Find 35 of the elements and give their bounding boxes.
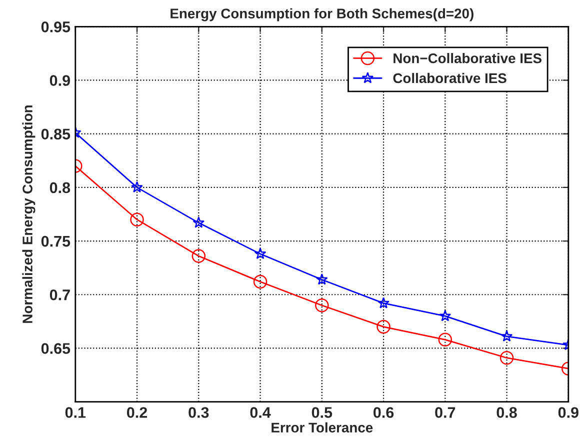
y-tick-label: 0.8 bbox=[50, 182, 70, 194]
x-tick-label: 0.3 bbox=[188, 407, 209, 418]
x-tick-label: 0.2 bbox=[127, 407, 148, 418]
legend-label: Non−Collaborative IES bbox=[394, 53, 542, 64]
point bbox=[500, 350, 514, 365]
x-axis-title: Error Tolerance bbox=[272, 422, 373, 433]
point bbox=[253, 274, 268, 289]
point bbox=[254, 248, 266, 260]
y-axis-title: Normalized Energy Consumption bbox=[22, 106, 36, 323]
legend-label: Collaborative IES bbox=[393, 72, 506, 84]
point bbox=[376, 320, 390, 334]
y-tick-label: 0.85 bbox=[41, 128, 70, 140]
point bbox=[130, 212, 144, 226]
point bbox=[316, 273, 328, 285]
x-tick-label: 0.7 bbox=[435, 407, 456, 418]
point bbox=[131, 181, 143, 193]
x-tick-label: 0.6 bbox=[374, 407, 394, 418]
point bbox=[500, 330, 513, 342]
x-tick-label: 0.1 bbox=[65, 407, 86, 418]
y-tick-label: 0.9 bbox=[50, 75, 70, 86]
point bbox=[315, 298, 329, 312]
x-tick-label: 0.5 bbox=[312, 407, 332, 418]
point bbox=[378, 297, 390, 308]
x-tick-label: 0.8 bbox=[496, 407, 517, 418]
point bbox=[439, 310, 452, 322]
chart-title: Energy Consumption for Both Schemes(d=20) bbox=[170, 8, 474, 22]
point bbox=[438, 332, 452, 347]
x-tick-label: 0.4 bbox=[250, 407, 271, 418]
y-tick-label: 0.7 bbox=[50, 289, 70, 300]
y-tick-label: 0.75 bbox=[41, 236, 70, 247]
point bbox=[192, 249, 206, 263]
x-tick-label: 0.9 bbox=[558, 407, 578, 418]
y-tick-label: 0.65 bbox=[41, 343, 70, 354]
point bbox=[192, 216, 205, 228]
y-tick-label: 0.95 bbox=[41, 22, 70, 32]
